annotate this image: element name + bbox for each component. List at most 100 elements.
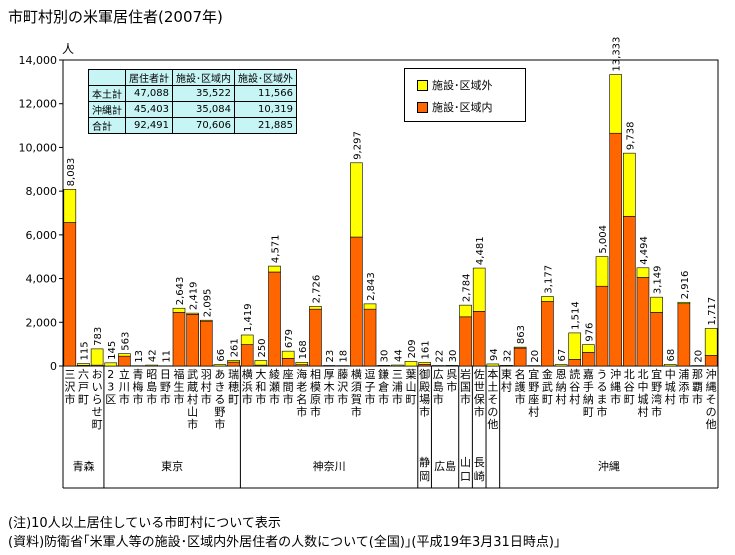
data-label: 2,784 bbox=[462, 274, 473, 303]
category-label: 立川市 bbox=[119, 367, 130, 406]
legend-label-outside: 施設･区域外 bbox=[432, 79, 493, 92]
bar-outside bbox=[445, 365, 459, 367]
summary-header-cell: 施設･区域内 bbox=[172, 69, 235, 86]
group-label: 青森 bbox=[72, 459, 94, 473]
data-label: 18 bbox=[339, 350, 350, 363]
bar-outside bbox=[227, 359, 240, 363]
y-axis-unit: 人 bbox=[62, 42, 75, 56]
category-label: 瑞穂町 bbox=[228, 367, 239, 406]
bar-outside bbox=[582, 344, 595, 353]
category-label: 鎌倉市 bbox=[378, 367, 389, 406]
bar-outside bbox=[254, 360, 268, 366]
bar-inside bbox=[650, 312, 663, 367]
summary-table: 居住者計 施設･区域内 施設･区域外 本土計 47,088 35,522 11,… bbox=[88, 69, 297, 134]
y-tick-label: 4,000 bbox=[26, 273, 58, 286]
bar-outside bbox=[350, 162, 363, 238]
data-label: 5,004 bbox=[598, 225, 609, 254]
bar-outside bbox=[322, 365, 336, 367]
category-label: 六戸町 bbox=[78, 368, 89, 406]
category-label: 浦添市 bbox=[678, 368, 689, 406]
category-label: 大和市 bbox=[255, 367, 266, 406]
summary-row: 本土計 47,088 35,522 11,566 bbox=[88, 85, 297, 102]
legend-label-inside: 施設･区域内 bbox=[432, 101, 493, 114]
data-label: 2,843 bbox=[366, 272, 377, 301]
summary-cell: 11,566 bbox=[234, 85, 297, 102]
bar-outside bbox=[295, 362, 309, 365]
category-label: 北谷町 bbox=[624, 368, 635, 406]
footnote-note: (注)10人以上居住している市町村について表示 bbox=[8, 516, 281, 531]
bar-outside bbox=[636, 267, 650, 278]
category-label: 藤沢市 bbox=[337, 368, 348, 406]
summary-row: 沖縄計 45,403 35,084 10,319 bbox=[88, 101, 297, 118]
category-label: 岩国市 bbox=[460, 367, 471, 406]
group-label: 神奈川 bbox=[313, 459, 346, 473]
bar-inside bbox=[350, 236, 363, 367]
summary-header-row: 居住者計 施設･区域内 施設･区域外 bbox=[88, 69, 297, 86]
legend-item-outside: 施設･区域外 bbox=[417, 77, 493, 93]
bar-outside bbox=[145, 364, 158, 367]
y-tick-label: 12,000 bbox=[19, 98, 58, 111]
data-label: 976 bbox=[584, 323, 595, 342]
summary-cell: 合計 bbox=[88, 117, 126, 134]
bar-inside bbox=[459, 316, 472, 367]
legend-item-inside: 施設･区域内 bbox=[417, 99, 493, 115]
bar-inside bbox=[568, 359, 582, 367]
data-label: 2,095 bbox=[202, 289, 213, 318]
data-label: 2,419 bbox=[189, 281, 200, 310]
bar-outside bbox=[213, 364, 227, 367]
bar-outside bbox=[609, 74, 622, 134]
bar-outside bbox=[309, 306, 322, 310]
bar-outside bbox=[281, 350, 295, 359]
data-label: 4,571 bbox=[271, 234, 282, 263]
summary-header-cell: 施設･区域外 bbox=[234, 69, 297, 86]
summary-cell: 70,606 bbox=[172, 117, 235, 134]
footnote-source: (資料)防衛省｢米軍人等の施設･区域内外居住者の人数について(全国)｣(平成19… bbox=[8, 535, 561, 550]
bar-outside bbox=[90, 348, 104, 366]
category-label: 広島市 bbox=[433, 368, 444, 406]
data-label: 1,419 bbox=[243, 303, 254, 332]
summary-cell: 45,403 bbox=[125, 101, 173, 118]
y-tick-label: 6,000 bbox=[26, 229, 58, 242]
data-label: 783 bbox=[93, 327, 104, 346]
category-label: 佐世保市 bbox=[474, 367, 485, 419]
summary-cell: 沖縄計 bbox=[88, 101, 126, 118]
bar-inside bbox=[227, 361, 240, 367]
data-label: 145 bbox=[107, 341, 118, 360]
data-label: 23 bbox=[325, 350, 336, 363]
category-label: 中城村 bbox=[665, 368, 676, 406]
bar-inside bbox=[609, 132, 622, 367]
category-label: 相模原市 bbox=[310, 368, 321, 419]
category-label: 日野市 bbox=[160, 368, 171, 406]
bar-outside bbox=[418, 362, 431, 365]
bar-inside bbox=[363, 308, 377, 367]
chart-title: 市町村別の米軍居住者(2007年) bbox=[8, 8, 223, 26]
category-label: 東村 bbox=[501, 368, 512, 394]
bar-outside bbox=[513, 346, 527, 349]
data-label: 44 bbox=[393, 349, 404, 362]
summary-cell: 35,084 bbox=[172, 101, 235, 118]
summary-cell: 本土計 bbox=[88, 85, 126, 102]
bar-outside bbox=[595, 256, 609, 287]
category-label: 三沢市 bbox=[64, 368, 75, 406]
bar-outside bbox=[363, 303, 377, 310]
category-label: 海老名市 bbox=[296, 367, 307, 419]
bar-inside bbox=[704, 355, 718, 367]
category-label: 葉山町 bbox=[405, 367, 416, 406]
summary-header-cell: 居住者計 bbox=[125, 69, 173, 86]
bar-inside bbox=[186, 314, 199, 367]
data-label: 209 bbox=[407, 339, 418, 358]
data-label: 8,083 bbox=[66, 158, 77, 187]
bar-outside bbox=[77, 363, 90, 366]
data-label: 3,177 bbox=[543, 265, 554, 294]
bar-outside bbox=[199, 319, 213, 322]
bar-outside bbox=[63, 189, 77, 223]
category-label: 横浜市 bbox=[242, 367, 253, 406]
y-tick-label: 2,000 bbox=[26, 316, 58, 329]
category-label: 横須賀市 bbox=[351, 367, 362, 419]
data-label: 32 bbox=[502, 350, 513, 363]
category-label: 那覇市 bbox=[692, 368, 703, 406]
data-label: 2,916 bbox=[680, 271, 691, 300]
bar-outside bbox=[118, 353, 131, 357]
y-tick-label: 10,000 bbox=[19, 141, 58, 154]
